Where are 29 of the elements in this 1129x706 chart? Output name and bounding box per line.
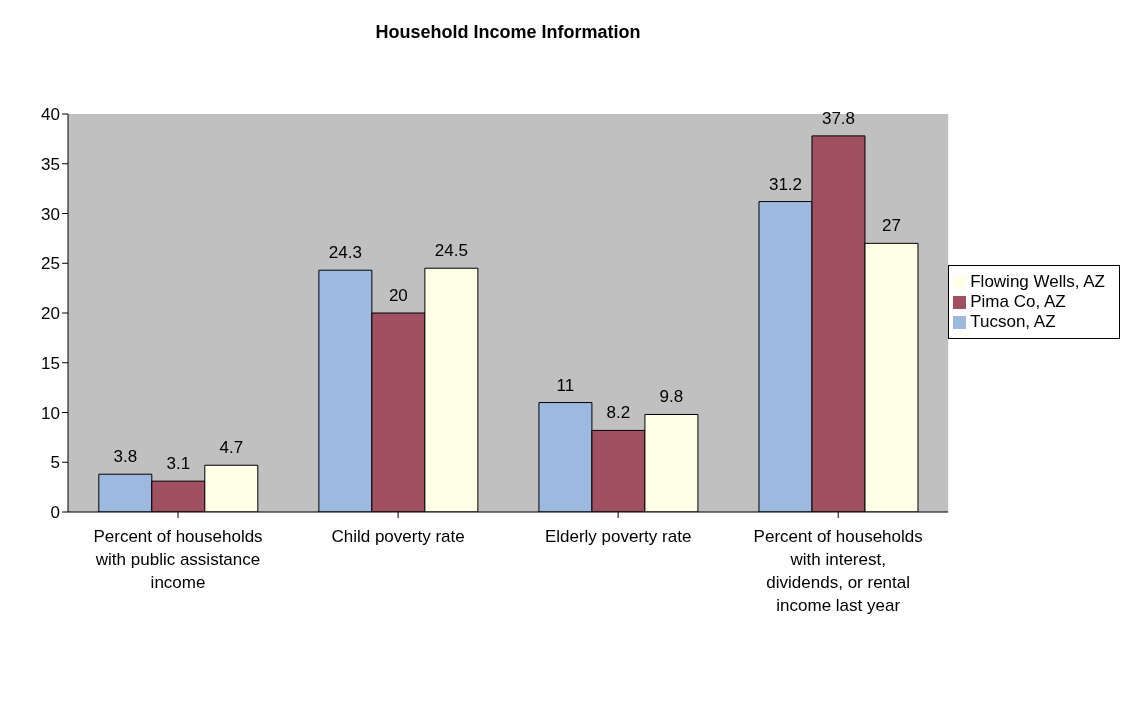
data-label: 9.8 [659, 387, 684, 407]
legend-label: Flowing Wells, AZ [970, 272, 1105, 291]
data-label: 3.1 [166, 454, 191, 474]
y-tick-label: 25 [41, 254, 60, 274]
y-tick-label: 5 [50, 453, 60, 473]
y-tick-label: 35 [41, 154, 60, 174]
y-tick-label: 10 [41, 403, 60, 423]
data-label: 31.2 [768, 174, 803, 194]
chart-title: Household Income Information [374, 22, 642, 44]
data-label: 3.8 [113, 447, 138, 467]
data-label: 37.8 [821, 108, 856, 128]
data-label: 4.7 [219, 438, 244, 458]
data-label: 24.5 [434, 241, 468, 261]
data-label: 11 [556, 375, 575, 395]
x-tick-label: Child poverty rate [331, 527, 465, 546]
data-label: 24.3 [328, 243, 362, 263]
legend-label: Pima Co, AZ [970, 292, 1066, 311]
y-tick-label: 15 [41, 353, 60, 373]
data-label: 20 [388, 286, 408, 305]
y-tick-label: 40 [41, 105, 60, 125]
legend-label: Tucson, AZ [970, 312, 1056, 331]
data-label: 8.2 [606, 403, 631, 423]
y-tick-label: 0 [50, 503, 60, 523]
y-tick-label: 20 [41, 304, 60, 324]
y-tick-label: 30 [41, 204, 60, 224]
x-tick-label: Percent of households with interest, dividends, or rental income last year [753, 527, 923, 615]
data-label: 27 [882, 216, 901, 236]
x-tick-label: Percent of households with public assistance income [93, 527, 263, 592]
x-tick-label: Elderly poverty rate [544, 527, 692, 546]
